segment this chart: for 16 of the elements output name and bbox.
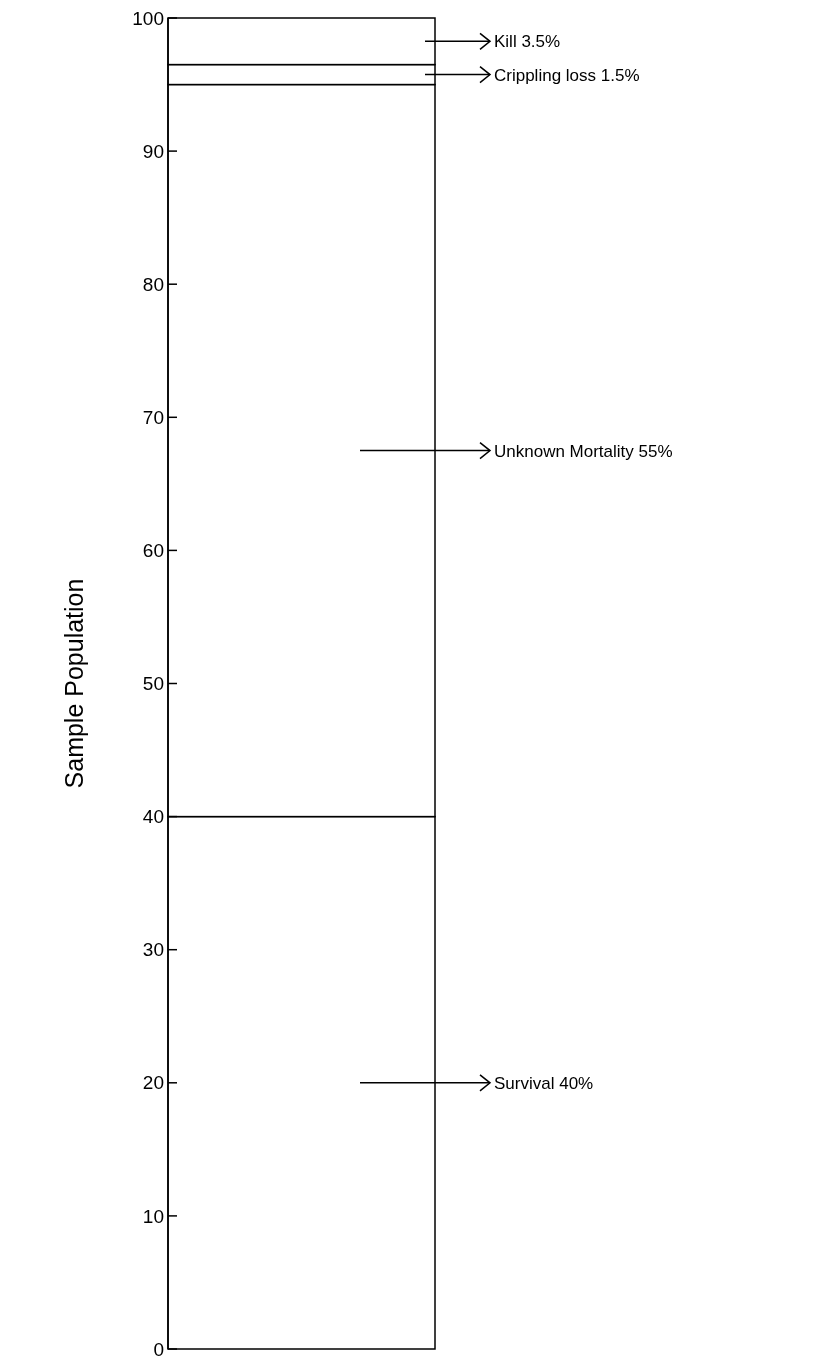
text: Kill 3.5% (494, 32, 561, 52)
y-tick-label: 30 (142, 939, 164, 961)
text: Crippling loss 1.5% (494, 65, 640, 85)
y-tick-label: 60 (142, 540, 164, 562)
y-tick-label: 80 (142, 273, 164, 295)
y-tick-label: 90 (142, 140, 164, 162)
text: Unknown Mortality 55% (494, 441, 673, 461)
y-axis-title: Sample Population (60, 578, 88, 789)
y-tick-label: 10 (142, 1205, 164, 1227)
y-tick-label: 70 (142, 406, 164, 428)
text: Survival 40% (494, 1073, 594, 1093)
y-tick-label: 0 (153, 1338, 164, 1360)
y-tick-label: 20 (142, 1072, 164, 1094)
y-tick-label: 40 (142, 806, 164, 828)
y-tick-label: 50 (142, 673, 164, 695)
y-tick-label: 100 (132, 7, 164, 29)
